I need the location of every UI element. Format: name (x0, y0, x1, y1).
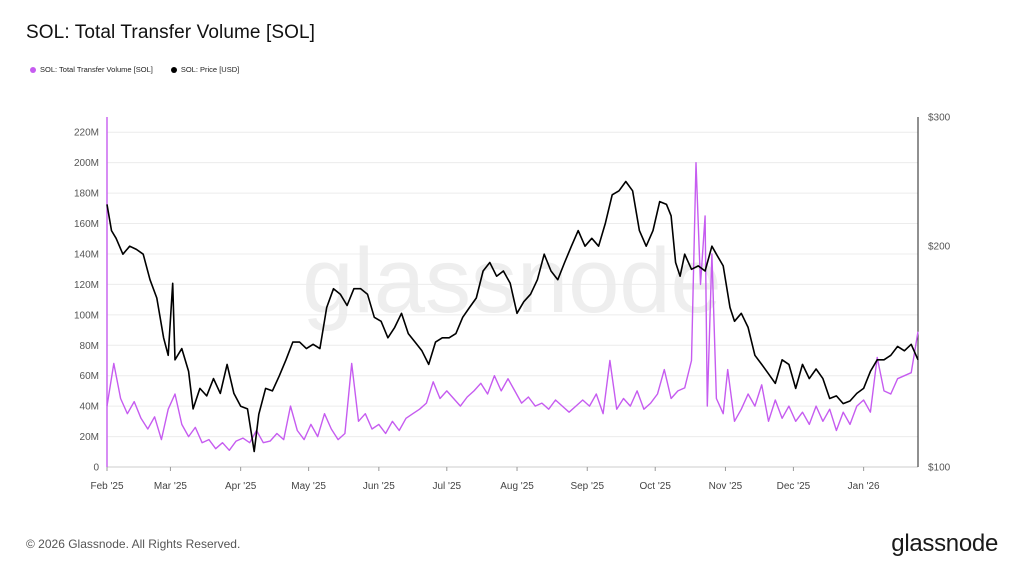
legend-item-transfer-volume[interactable]: SOL: Total Transfer Volume [SOL] (30, 65, 153, 74)
page-title: SOL: Total Transfer Volume [SOL] (26, 22, 316, 43)
brand-logo[interactable]: glassnode (891, 530, 998, 557)
x-tick-label: Apr '25 (225, 481, 257, 492)
y-tick-label-right: $200 (928, 242, 951, 253)
x-tick-label: Dec '25 (777, 481, 811, 492)
legend-label-transfer-volume: SOL: Total Transfer Volume [SOL] (40, 65, 153, 74)
x-tick-label: Nov '25 (709, 481, 743, 492)
y-tick-label-left: 60M (80, 371, 99, 382)
x-tick-label: May '25 (291, 481, 326, 492)
legend: SOL: Total Transfer Volume [SOL] SOL: Pr… (30, 65, 239, 74)
y-tick-label-left: 100M (74, 310, 99, 321)
y-tick-label-left: 160M (74, 219, 99, 230)
copyright-text: © 2026 Glassnode. All Rights Reserved. (26, 537, 241, 551)
x-tick-label: Oct '25 (640, 481, 672, 492)
x-tick-label: Feb '25 (90, 481, 123, 492)
x-tick-label: Jun '25 (363, 481, 395, 492)
watermark: glassnode (302, 230, 721, 332)
y-tick-label-left: 180M (74, 189, 99, 200)
x-tick-label: Mar '25 (154, 481, 187, 492)
y-tick-label-left: 80M (80, 341, 99, 352)
legend-dot-transfer-volume (30, 66, 36, 73)
x-tick-label: Jul '25 (433, 481, 462, 492)
y-axis-left: 0 20M 40M 60M 80M 100M 120M 140M 160M 180M 200M 220… (74, 117, 108, 474)
y-tick-label-left: 220M (74, 128, 99, 139)
transfer-volume-line (106, 162, 919, 451)
y-tick-label-left: 120M (74, 280, 99, 291)
x-tick-label: Aug '25 (500, 481, 534, 492)
y-tick-label-left: 140M (74, 249, 99, 260)
y-tick-label-left: 20M (80, 432, 99, 443)
gridlines (107, 131, 918, 438)
y-axis-right: $100 $200 $300 (917, 113, 951, 474)
series-lines (106, 162, 919, 453)
y-tick-label-right: $300 (928, 113, 951, 124)
x-tick-label: Sep '25 (570, 481, 604, 492)
legend-label-price: SOL: Price [USD] (180, 65, 240, 74)
x-tick-label: Jan '26 (848, 481, 880, 492)
legend-item-price[interactable]: SOL: Price [USD] (170, 65, 240, 74)
y-tick-label-left: 200M (74, 158, 99, 169)
legend-dot-price (170, 66, 177, 73)
y-tick-label-left: 40M (80, 402, 99, 413)
x-axis: Feb '25 Mar '25 Apr '25 May '25 Jun '25 Jul '… (90, 466, 918, 492)
y-tick-label-right: $100 (928, 463, 951, 474)
price-line (106, 180, 919, 453)
y-tick-label-left: 0 (93, 463, 99, 474)
